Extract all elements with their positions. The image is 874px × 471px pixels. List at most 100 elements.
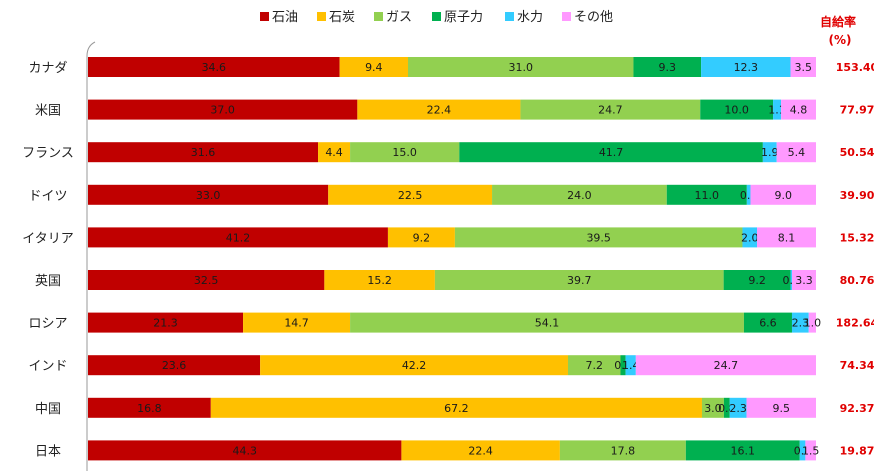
self-sufficiency-value: 50.54: [840, 146, 874, 159]
segment-value-label: 1.0: [804, 317, 822, 330]
bar-segment: [742, 227, 758, 248]
bar-segment: [408, 57, 634, 77]
segment-value-label: 33.0: [196, 189, 221, 202]
bar-segment: [633, 57, 702, 77]
bar-segment: [746, 184, 751, 205]
segment-value-label: 9.0: [774, 189, 792, 202]
segment-value-label: 32.5: [194, 274, 219, 287]
segment-value-label: 31.0: [508, 61, 533, 74]
bar-segment: [635, 355, 816, 376]
legend-swatch-0: [260, 12, 269, 21]
bar-segment: [700, 99, 774, 120]
self-sufficiency-value: 92.37: [840, 402, 874, 415]
legend-label-0: 石油: [272, 10, 298, 25]
segment-value-label: 22.5: [398, 189, 423, 202]
segment-value-label: 44.3: [232, 444, 257, 457]
bar-segment: [790, 270, 792, 290]
segment-value-label: 5.4: [788, 146, 806, 159]
segment-value-label: 37.0: [210, 104, 235, 117]
segment-value-label: 9.2: [748, 274, 766, 287]
bar-segment: [260, 355, 568, 376]
legend-label-4: 水力: [517, 10, 543, 25]
self-sufficiency-value: 80.76: [840, 274, 874, 287]
segment-value-label: 1.5: [802, 444, 820, 457]
bar-segment: [454, 227, 743, 248]
category-label: インド: [28, 359, 67, 374]
bar-segment: [791, 312, 809, 333]
bar-segment: [567, 355, 621, 376]
self-sufficiency-value: 153.40: [836, 61, 874, 74]
bar-segment: [729, 397, 747, 418]
bar-segment: [210, 397, 702, 418]
legend-label-5: その他: [574, 10, 613, 25]
bar-segment: [773, 99, 782, 120]
segment-value-label: 12.3: [734, 61, 759, 74]
bar-segment: [339, 57, 408, 77]
segment-value-label: 15.2: [367, 274, 392, 287]
segment-value-label: 1.9: [761, 146, 779, 159]
ratio-header-line-2: (%): [829, 33, 852, 47]
bar-segment: [743, 312, 792, 333]
segment-value-label: 2.3: [729, 402, 747, 415]
segment-value-label: 9.2: [413, 231, 431, 244]
segment-value-label: 21.3: [153, 317, 178, 330]
self-sufficiency-value: 39.90: [840, 189, 874, 202]
bar-segment: [805, 440, 816, 461]
segment-value-label: 16.1: [731, 444, 756, 457]
segment-value-label: 34.6: [202, 61, 227, 74]
bar-segment: [401, 440, 560, 461]
self-sufficiency-value: 15.32: [840, 231, 874, 244]
segment-value-label: 15.0: [392, 146, 417, 159]
self-sufficiency-value: 182.64: [836, 317, 874, 330]
segment-value-label: 7.2: [585, 359, 603, 372]
segment-value-label: 11.0: [695, 189, 720, 202]
segment-value-label: 42.2: [402, 359, 427, 372]
bar-segment: [350, 142, 460, 163]
category-label: 米国: [35, 104, 61, 119]
bar-segment: [328, 184, 493, 205]
bar-segment: [350, 312, 744, 333]
bar-segment: [459, 142, 763, 163]
bar-segment: [88, 227, 388, 248]
bar-segment: [701, 397, 724, 418]
segment-value-label: 24.7: [598, 104, 623, 117]
bar-segment: [88, 184, 329, 205]
bar-segment: [357, 99, 521, 120]
category-label: 中国: [35, 402, 61, 417]
segment-value-label: 9.3: [659, 61, 677, 74]
legend-swatch-4: [505, 12, 514, 21]
category-label: イタリア: [22, 231, 73, 246]
bar-segment: [776, 142, 816, 163]
segment-value-label: 4.8: [790, 104, 808, 117]
segment-value-label: 3.5: [795, 61, 813, 74]
segment-value-label: 9.5: [773, 402, 791, 415]
bar-segment: [88, 142, 319, 163]
segment-value-label: 17.8: [611, 444, 636, 457]
segment-value-label: 41.7: [599, 146, 624, 159]
bar-segment: [799, 440, 806, 461]
bar-segment: [781, 99, 816, 120]
self-sufficiency-value: 74.34: [840, 359, 874, 372]
legend-label-1: 石炭: [329, 10, 355, 25]
segment-value-label: 4.4: [325, 146, 343, 159]
bar-rows: カナダ 34.6 9.4 31.0 9.3 12.3 3.5 153.40 米国 37.0 22.4…: [22, 57, 874, 461]
segment-value-label: 2.0: [741, 231, 759, 244]
bar-segment: [88, 57, 340, 77]
category-label: ドイツ: [28, 189, 67, 204]
legend-swatch-3: [432, 12, 441, 21]
bar-segment: [324, 270, 435, 290]
self-sufficiency-value: 77.97: [840, 104, 874, 117]
bar-segment: [757, 227, 816, 248]
segment-value-label: 16.8: [137, 402, 162, 415]
bar-segment: [746, 397, 816, 418]
segment-value-label: 23.6: [162, 359, 187, 372]
category-label: ロシア: [28, 317, 67, 332]
legend-swatch-2: [374, 12, 383, 21]
category-label: 日本: [35, 444, 61, 459]
segment-value-label: 24.7: [714, 359, 739, 372]
bar-segment: [762, 142, 777, 163]
segment-value-label: 10.0: [724, 104, 749, 117]
legend-label-2: ガス: [386, 10, 412, 25]
bar-segment: [88, 99, 358, 120]
